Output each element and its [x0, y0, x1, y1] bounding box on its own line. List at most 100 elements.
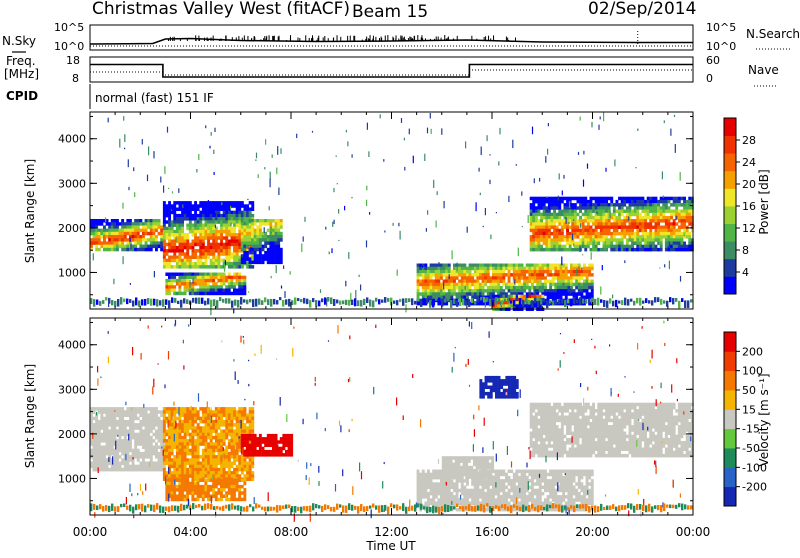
- heatmap-cell: [139, 407, 142, 411]
- heatmap-cell: [168, 201, 171, 205]
- heatmap-cell: [191, 273, 194, 277]
- heatmap-cell: [584, 232, 587, 236]
- heatmap-cell: [492, 289, 495, 293]
- heatmap-ground: [372, 300, 374, 307]
- heatmap-cell: [532, 222, 535, 226]
- heatmap-cell: [93, 452, 96, 456]
- heatmap-cell: [668, 197, 671, 201]
- heatmap-speckle: [533, 286, 534, 294]
- heatmap-cell: [437, 270, 440, 274]
- heatmap-cell: [566, 213, 569, 217]
- noise-right-tick-top: 10^5: [706, 21, 736, 34]
- heatmap-cell: [220, 474, 223, 478]
- heatmap-cell: [551, 242, 554, 246]
- heatmap-cell: [194, 449, 197, 453]
- heatmap-cell: [552, 283, 555, 287]
- heatmap-cell: [551, 245, 554, 249]
- heatmap-speckle: [670, 129, 671, 136]
- heatmap-ground: [600, 299, 602, 303]
- heatmap-ground: [300, 299, 302, 302]
- heatmap-ground: [621, 300, 623, 305]
- heatmap-cell: [106, 420, 109, 424]
- heatmap-cell: [551, 206, 554, 210]
- heatmap-cell: [210, 292, 213, 296]
- heatmap-cell: [119, 468, 122, 472]
- heatmap-cell: [608, 197, 611, 201]
- heatmap-cell: [521, 264, 524, 268]
- heatmap-cell: [608, 232, 611, 236]
- heatmap-cell: [231, 433, 234, 437]
- heatmap-cell: [543, 229, 546, 233]
- heatmap-cell: [567, 280, 570, 284]
- heatmap-cell: [686, 216, 689, 220]
- heatmap-cell: [236, 417, 239, 421]
- heatmap-cell: [453, 283, 456, 287]
- heatmap-cell: [688, 242, 691, 246]
- heatmap-cell: [592, 197, 595, 201]
- heatmap-cell: [207, 471, 210, 475]
- heatmap-cell: [435, 283, 438, 287]
- heatmap-cell: [626, 245, 629, 249]
- heatmap-speckle: [489, 180, 490, 184]
- heatmap-speckle: [160, 177, 161, 183]
- heatmap-cell: [205, 211, 208, 215]
- heatmap-ground: [417, 298, 419, 301]
- heatmap-cell: [181, 282, 184, 286]
- heatmap-cell: [228, 230, 231, 234]
- heatmap-cell: [233, 439, 236, 443]
- heatmap-cell: [121, 446, 124, 450]
- heatmap-cell: [610, 213, 613, 217]
- heatmap-cell: [453, 264, 456, 268]
- heatmap-speckle: [580, 223, 581, 228]
- heatmap-cell: [189, 426, 192, 430]
- heatmap-cell: [223, 230, 226, 234]
- heatmap-cell: [217, 276, 220, 280]
- heatmap-cell: [225, 252, 228, 256]
- heatmap-cell: [251, 222, 254, 226]
- heatmap-ground: [228, 298, 230, 303]
- heatmap-cell: [100, 436, 103, 440]
- heatmap-ground: [282, 300, 284, 307]
- heatmap-cell: [168, 439, 171, 443]
- heatmap-ground: [564, 300, 566, 307]
- heatmap-cell: [678, 245, 681, 249]
- heatmap-cell: [215, 249, 218, 253]
- heatmap-cell: [445, 273, 448, 277]
- heatmap-cell: [489, 267, 492, 271]
- heatmap-cell: [215, 414, 218, 418]
- heatmap-cell: [163, 252, 166, 256]
- heatmap-cell: [194, 439, 197, 443]
- heatmap-cell: [231, 455, 234, 459]
- heatmap-cell: [186, 273, 189, 277]
- heatmap-cell: [243, 222, 246, 226]
- heatmap-cell: [98, 446, 101, 450]
- heatmap-ground: [582, 299, 584, 304]
- heatmap-cell: [134, 241, 137, 245]
- heatmap-cell: [163, 430, 166, 434]
- heatmap-speckle: [276, 265, 277, 273]
- heatmap-cell: [210, 217, 213, 221]
- heatmap-cell: [210, 423, 213, 427]
- freq-right-tick-bottom: 0: [706, 72, 713, 85]
- heatmap-cell: [132, 430, 135, 434]
- heatmap-cell: [647, 203, 650, 207]
- heatmap-cell: [613, 232, 616, 236]
- heatmap-cell: [178, 276, 181, 280]
- heatmap-cell: [238, 227, 241, 231]
- heatmap-cell: [225, 208, 228, 212]
- heatmap-cell: [212, 465, 215, 469]
- heatmap-ground: [213, 299, 215, 306]
- heatmap-cell: [570, 273, 573, 277]
- heatmap-cell: [215, 468, 218, 472]
- heatmap-cell: [179, 465, 182, 469]
- heatmap-cell: [166, 252, 169, 256]
- heatmap-cell: [610, 226, 613, 230]
- heatmap-cell: [238, 446, 241, 450]
- heatmap-cell: [569, 213, 572, 217]
- heatmap-cell: [194, 289, 197, 293]
- heatmap-cell: [579, 203, 582, 207]
- heatmap-cell: [199, 426, 202, 430]
- heatmap-cell: [236, 474, 239, 478]
- heatmap-cell: [569, 238, 572, 242]
- heatmap-cell: [505, 273, 508, 277]
